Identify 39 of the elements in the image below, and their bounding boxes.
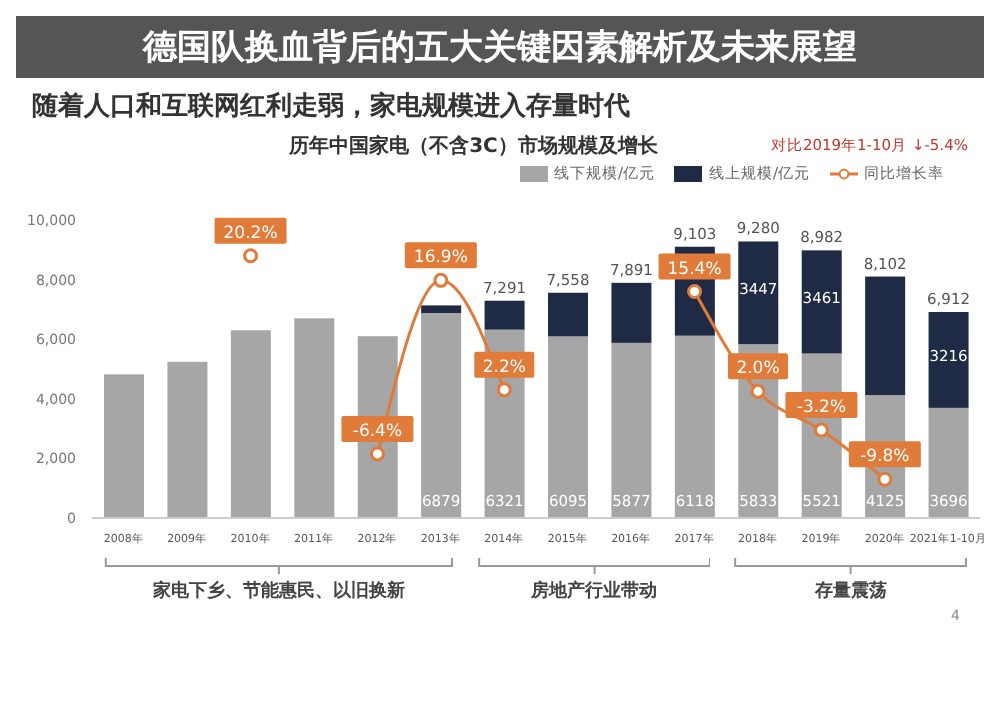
point [369, 446, 385, 462]
point [496, 382, 512, 398]
bar [611, 342, 652, 518]
data-label: 2.0% [736, 359, 780, 380]
bar [421, 313, 462, 518]
bar [548, 336, 588, 518]
point [687, 284, 703, 300]
text: 家电下乡、节能惠民、以旧换新 [150, 578, 407, 604]
data-label: 16.9% [413, 248, 468, 269]
data-label: -3.2% [796, 398, 847, 419]
point [813, 422, 829, 438]
bar [611, 282, 652, 343]
chart-subtitle: 随着人口和互联网红利走弱，家电规模进入存量时代 [30, 89, 632, 124]
point [750, 383, 766, 399]
data-label: 2.2% [482, 357, 526, 378]
bar [167, 361, 208, 518]
bar [548, 292, 588, 337]
chart-title: 德国队换血背后的五大关键因素解析及未来展望 [16, 16, 984, 78]
text: 房地产行业带动 [529, 578, 660, 604]
data-label: 20.2% [223, 223, 278, 244]
bar [928, 407, 969, 518]
point [877, 471, 893, 487]
data-label: 15.4% [667, 259, 722, 280]
bar [421, 305, 462, 314]
bar [801, 250, 842, 354]
bar [738, 241, 779, 345]
bar [928, 312, 969, 408]
text: 存量震荡 [812, 578, 890, 604]
point [243, 248, 259, 264]
bar [674, 335, 715, 518]
data-label: -9.8% [860, 447, 910, 468]
bar [865, 276, 906, 396]
bar [484, 300, 525, 330]
bar [294, 318, 335, 518]
data-label: -6.4% [352, 421, 403, 442]
bar [230, 330, 271, 518]
bar [104, 374, 144, 518]
text: 历年中国家电（不含3C）市场规模及增长 [287, 132, 660, 160]
point [433, 272, 449, 288]
